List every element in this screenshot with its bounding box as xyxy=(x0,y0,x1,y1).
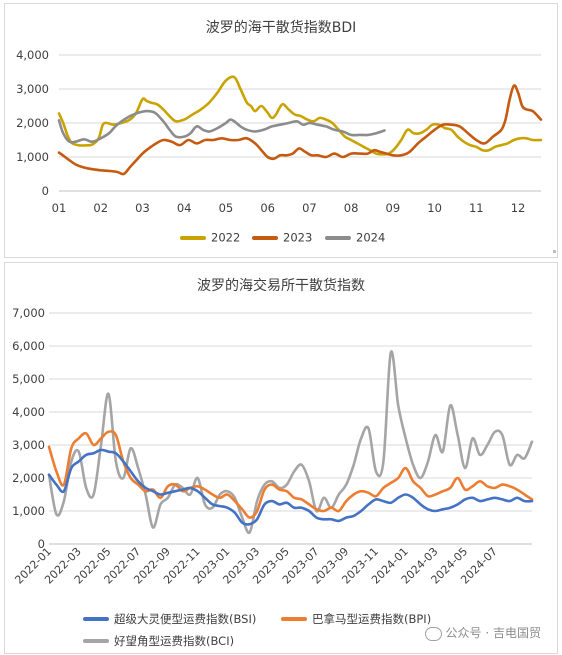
legend-label-2022: 2022 xyxy=(211,230,241,245)
legend-swatch-2024 xyxy=(325,235,351,240)
legend-label-2023: 2023 xyxy=(283,230,313,245)
watermark-text: 公众号 · 吉电国贸 xyxy=(445,626,541,640)
bdi-chart-panel: 波罗的海干散货指数BDI 0 1,000 2,000 3,000 4,000 01 02 03… xyxy=(4,3,558,258)
legend-label-bpi: 巴拿马型运费指数(BPI) xyxy=(312,612,432,626)
bdi-x-tick-label: 12 xyxy=(511,201,526,215)
legend-item-bci: 好望角型运费指数(BCI) xyxy=(83,633,234,649)
bdi-x-tick-label: 08 xyxy=(344,201,359,215)
bdi-y-tick-label: 2,000 xyxy=(16,116,49,130)
legend-item-2022: 2022 xyxy=(180,230,240,245)
baltic-chart-title: 波罗的海交易所干散货指数 xyxy=(197,278,365,294)
baltic-y-tick-label: 3,000 xyxy=(12,438,45,452)
legend-item-2023: 2023 xyxy=(252,230,312,245)
chart-resize-handle[interactable] xyxy=(553,250,556,253)
baltic-series-line-bpi xyxy=(47,430,534,519)
baltic-y-tick-label: 6,000 xyxy=(12,339,45,353)
legend-label-bci: 好望角型运费指数(BCI) xyxy=(114,634,235,648)
legend-swatch-bsi xyxy=(83,617,109,621)
legend-label-2024: 2024 xyxy=(356,230,386,245)
baltic-y-tick-label: 1,000 xyxy=(12,504,45,518)
bdi-y-tick-label: 3,000 xyxy=(16,82,49,96)
bdi-x-tick-label: 01 xyxy=(52,201,67,215)
baltic-chart-plot: 01,0002,0003,0004,0005,0006,0007,0002022… xyxy=(12,306,534,587)
baltic-indices-chart-panel: 波罗的海交易所干散货指数 0 1,000 2,000 3,000 4,000 5,000 6… xyxy=(4,262,558,654)
legend-item-bsi: 超级大灵便型运费指数(BSI) xyxy=(83,611,256,627)
legend-swatch-2022 xyxy=(180,235,206,240)
bdi-x-tick-label: 11 xyxy=(469,201,484,215)
bdi-series-line-2024 xyxy=(57,109,386,144)
bdi-chart-plot: 0 1,000 2,000 3,000 4,000 01 02 03 04 05 06 07 08 09 1… xyxy=(16,48,543,215)
bdi-y-tick-label: 1,000 xyxy=(16,150,49,164)
legend-swatch-bci xyxy=(83,639,109,643)
legend-label-bsi: 超级大灵便型运费指数(BSI) xyxy=(114,612,257,626)
bdi-x-tick-label: 10 xyxy=(427,201,442,215)
bdi-chart-title: 波罗的海干散货指数BDI xyxy=(205,20,357,36)
legend-item-2024: 2024 xyxy=(325,230,385,245)
legend-swatch-bpi xyxy=(281,617,307,621)
bdi-x-tick-label: 07 xyxy=(302,201,317,215)
bdi-y-tick-label: 4,000 xyxy=(16,48,49,62)
baltic-y-tick-label: 5,000 xyxy=(12,372,45,386)
bdi-x-tick-label: 05 xyxy=(219,201,234,215)
legend-item-bpi: 巴拿马型运费指数(BPI) xyxy=(281,611,431,627)
bdi-x-tick-label: 04 xyxy=(177,201,192,215)
bdi-x-tick-label: 06 xyxy=(260,201,275,215)
baltic-series-line-bci xyxy=(47,350,534,535)
bdi-series-line-2023 xyxy=(57,84,543,176)
bdi-y-tick-label: 0 xyxy=(42,184,49,198)
baltic-series-line-bsi xyxy=(47,448,534,526)
baltic-y-tick-label: 2,000 xyxy=(12,471,45,485)
wechat-icon xyxy=(424,626,442,641)
bdi-x-tick-label: 02 xyxy=(93,201,108,215)
bdi-x-tick-label: 09 xyxy=(386,201,401,215)
watermark: 公众号 · 吉电国贸 xyxy=(424,624,541,641)
bdi-x-tick-label: 03 xyxy=(135,201,150,215)
baltic-y-tick-label: 7,000 xyxy=(12,306,45,320)
baltic-y-tick-label: 4,000 xyxy=(12,405,45,419)
baltic-y-tick-label: 0 xyxy=(38,537,45,551)
legend-swatch-2023 xyxy=(252,235,278,240)
